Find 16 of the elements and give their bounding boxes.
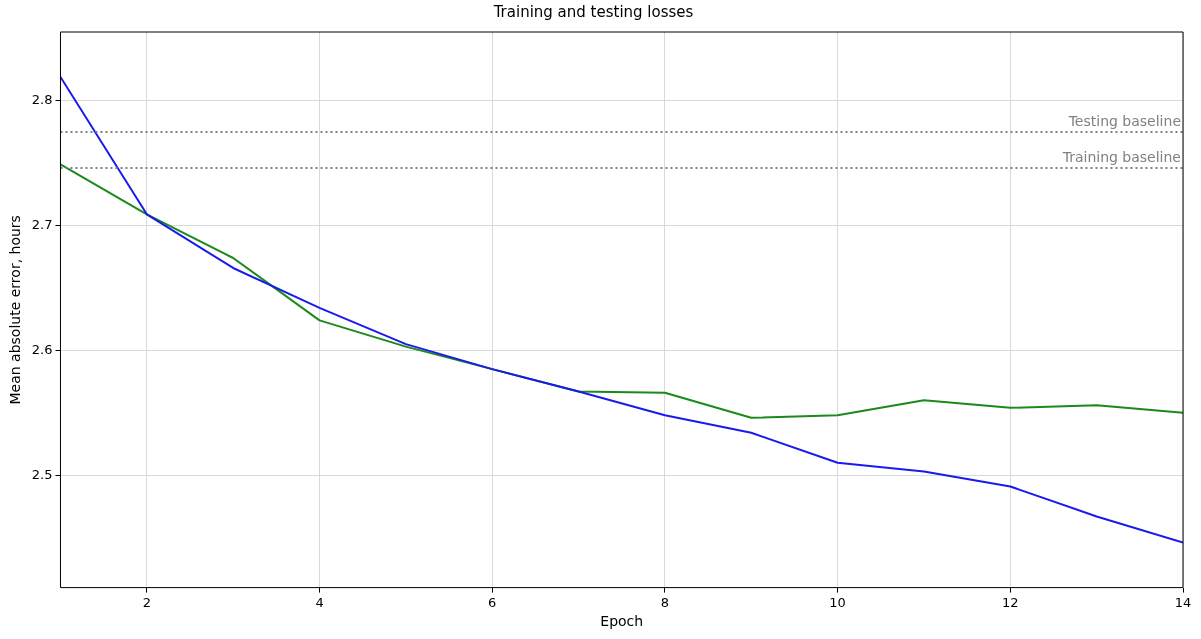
x-tick-label: 12 bbox=[1002, 594, 1019, 610]
y-tick-label: 2.7 bbox=[31, 216, 53, 232]
x-tick-label: 8 bbox=[660, 594, 670, 610]
chart-title: Training and testing losses bbox=[492, 2, 694, 21]
x-tick-label: 14 bbox=[1174, 594, 1192, 610]
x-tick-label: 4 bbox=[315, 594, 324, 610]
ref-line-label: Testing baseline bbox=[1067, 112, 1181, 129]
ref-line-label: Training baseline bbox=[1061, 148, 1181, 165]
x-tick-label: 10 bbox=[829, 594, 846, 610]
x-axis-title: Epoch bbox=[600, 613, 644, 630]
y-axis-title: Mean absolute error, hours bbox=[7, 215, 24, 405]
y-tick-label: 2.8 bbox=[31, 92, 53, 108]
y-tick-label: 2.6 bbox=[31, 341, 53, 357]
y-tick-label: 2.5 bbox=[31, 466, 53, 482]
x-tick-label: 6 bbox=[488, 594, 497, 610]
x-tick-label: 2 bbox=[142, 594, 151, 610]
